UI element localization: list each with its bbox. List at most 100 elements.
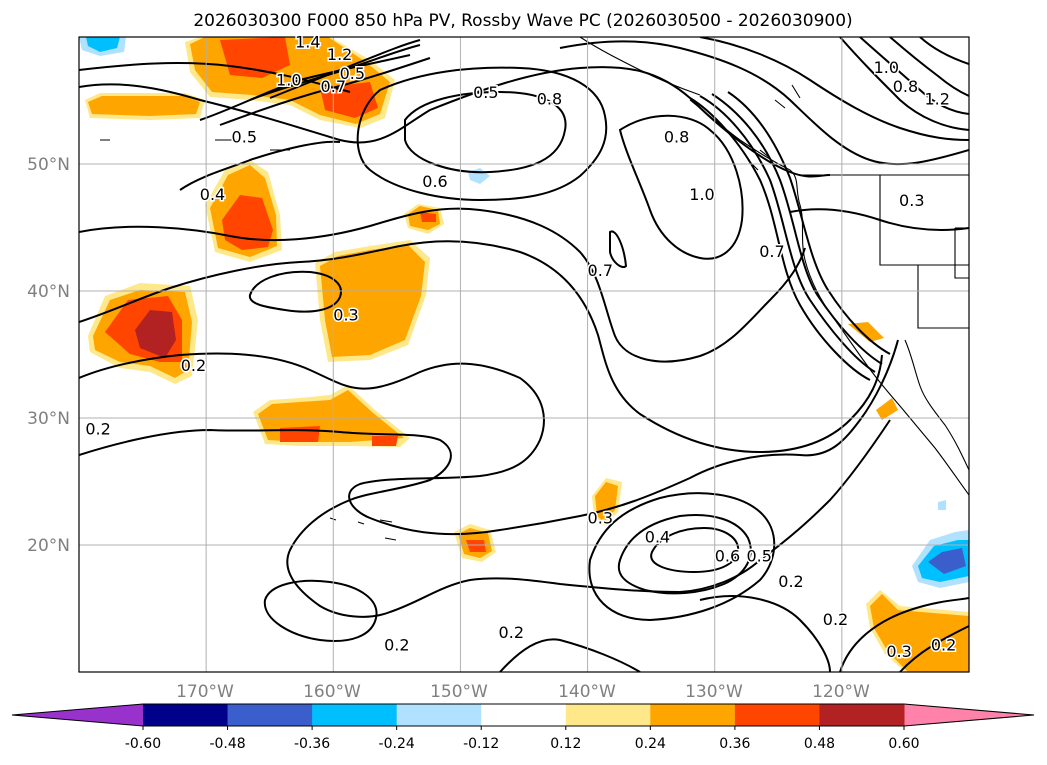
y-tick-labels: 20°N 30°N 40°N 50°N bbox=[27, 155, 70, 556]
contour-label: 0.2 bbox=[823, 610, 848, 629]
contour-line bbox=[499, 638, 641, 672]
contour-labels: 0.5 0.80.60.50.40.30.20.20.70.81.00.70.30… bbox=[84, 31, 958, 663]
contour-label: 0.2 bbox=[778, 572, 803, 591]
contour-label: 0.6 bbox=[422, 172, 447, 191]
x-tick-label: 150°W bbox=[430, 682, 488, 702]
colorbar-bin bbox=[143, 704, 229, 726]
contour-line bbox=[79, 339, 899, 536]
colorbar-bin bbox=[819, 704, 905, 726]
coastline bbox=[904, 339, 969, 471]
x-tick-label: 130°W bbox=[685, 682, 743, 702]
colorbar-bin bbox=[481, 704, 567, 726]
contour-line bbox=[650, 526, 740, 574]
contour-label: 0.7 bbox=[321, 77, 346, 96]
contour-label: 1.4 bbox=[295, 32, 320, 51]
colorbar-tick-label: 0.48 bbox=[804, 736, 835, 752]
colorbar-extend-max bbox=[904, 704, 1034, 726]
shade-region bbox=[280, 426, 320, 442]
contour-label: 0.5 bbox=[473, 83, 498, 102]
contour-line bbox=[859, 37, 969, 115]
contour-line bbox=[711, 93, 883, 365]
shade-region bbox=[938, 500, 946, 510]
border-line bbox=[879, 175, 969, 266]
contour-line bbox=[269, 39, 421, 99]
contour-label: 0.3 bbox=[899, 191, 924, 210]
colorbar-tick-label: 0.36 bbox=[719, 736, 750, 752]
gridlines bbox=[79, 37, 969, 672]
contour-line bbox=[839, 597, 969, 672]
y-tick-label: 40°N bbox=[27, 282, 70, 302]
colorbar-labels: -0.60 -0.48 -0.36 -0.24 -0.12 0.12 0.24 0.36 0.4… bbox=[125, 726, 920, 752]
y-tick-label: 20°N bbox=[27, 536, 70, 556]
contour-line bbox=[199, 54, 411, 121]
chart-title: 2026030300 F000 850 hPa PV, Rossby Wave … bbox=[193, 11, 852, 31]
colorbar-tick-label: -0.48 bbox=[209, 736, 245, 752]
map-frame bbox=[78, 36, 970, 673]
contour-label: 1.0 bbox=[689, 185, 714, 204]
contour-line bbox=[699, 595, 831, 672]
colorbar-tick-label: 0.12 bbox=[550, 736, 581, 752]
shade-region bbox=[870, 594, 969, 672]
shade-region bbox=[420, 212, 436, 222]
colorbar-tick-label: -0.60 bbox=[125, 736, 161, 752]
shade-region bbox=[320, 245, 425, 357]
contour-line bbox=[79, 207, 806, 363]
colorbar-bin bbox=[312, 704, 398, 726]
contour-line bbox=[588, 492, 776, 622]
contour-label: 1.2 bbox=[327, 45, 352, 64]
contour-label: 0.5 bbox=[232, 128, 257, 147]
x-tick-label: 120°W bbox=[812, 682, 870, 702]
contour-label: 0.4 bbox=[200, 185, 225, 204]
coastline bbox=[579, 37, 701, 96]
contour-line bbox=[617, 514, 752, 595]
contour-label: 0.2 bbox=[931, 636, 956, 655]
coastline bbox=[747, 84, 801, 171]
shade-region bbox=[88, 96, 200, 116]
colorbar: -0.60 -0.48 -0.36 -0.24 -0.12 0.12 0.24 0.36 0.4… bbox=[11, 703, 1035, 752]
colorbar-bin bbox=[227, 704, 313, 726]
contour-label: 0.5 bbox=[340, 64, 365, 83]
contour-line bbox=[79, 240, 883, 454]
contour-line bbox=[899, 625, 969, 672]
contour-line bbox=[263, 579, 378, 642]
contour-line bbox=[727, 91, 891, 355]
colorbar-tick-label: 0.24 bbox=[635, 736, 666, 752]
x-tick-label: 140°W bbox=[558, 682, 616, 702]
colorbar-bin bbox=[650, 704, 736, 726]
coastline bbox=[689, 99, 969, 496]
coastline bbox=[100, 139, 290, 151]
contour-label: 0.2 bbox=[384, 636, 409, 655]
contour-label: 0.2 bbox=[85, 420, 110, 439]
contour-label: 0.4 bbox=[645, 528, 670, 547]
contour-label: 0.8 bbox=[537, 90, 562, 109]
x-tick-labels: 170°W 160°W 150°W 140°W 130°W 120°W bbox=[176, 682, 870, 702]
coastlines bbox=[100, 37, 969, 541]
y-tick-label: 50°N bbox=[27, 155, 70, 175]
contour-label: 1.0 bbox=[874, 58, 899, 77]
colorbar-tick-label: 0.60 bbox=[888, 736, 919, 752]
shade-region bbox=[928, 548, 966, 574]
contour-line bbox=[919, 37, 969, 65]
colorbar-tick-label: -0.12 bbox=[463, 736, 499, 752]
border-line bbox=[954, 228, 969, 279]
contour-line bbox=[219, 57, 431, 126]
y-tick-label: 30°N bbox=[27, 409, 70, 429]
contour-label: 0.7 bbox=[759, 242, 784, 261]
contour-label: 0.3 bbox=[886, 642, 911, 661]
contour-label: 0.2 bbox=[181, 356, 206, 375]
contour-line bbox=[79, 419, 891, 618]
contour-line bbox=[79, 62, 351, 93]
border-line bbox=[917, 265, 969, 329]
contour-line bbox=[248, 270, 342, 313]
contour-label: 0.5 bbox=[746, 547, 771, 566]
contour-label: 1.2 bbox=[924, 90, 949, 109]
shade-region bbox=[372, 436, 398, 446]
colorbar-bin bbox=[565, 704, 651, 726]
contour-label: 0.3 bbox=[588, 509, 613, 528]
x-tick-label: 170°W bbox=[176, 682, 234, 702]
contour-line bbox=[356, 66, 608, 202]
colorbar-bins bbox=[143, 704, 905, 726]
colorbar-extend-min bbox=[12, 704, 143, 726]
shade-region bbox=[135, 310, 176, 358]
